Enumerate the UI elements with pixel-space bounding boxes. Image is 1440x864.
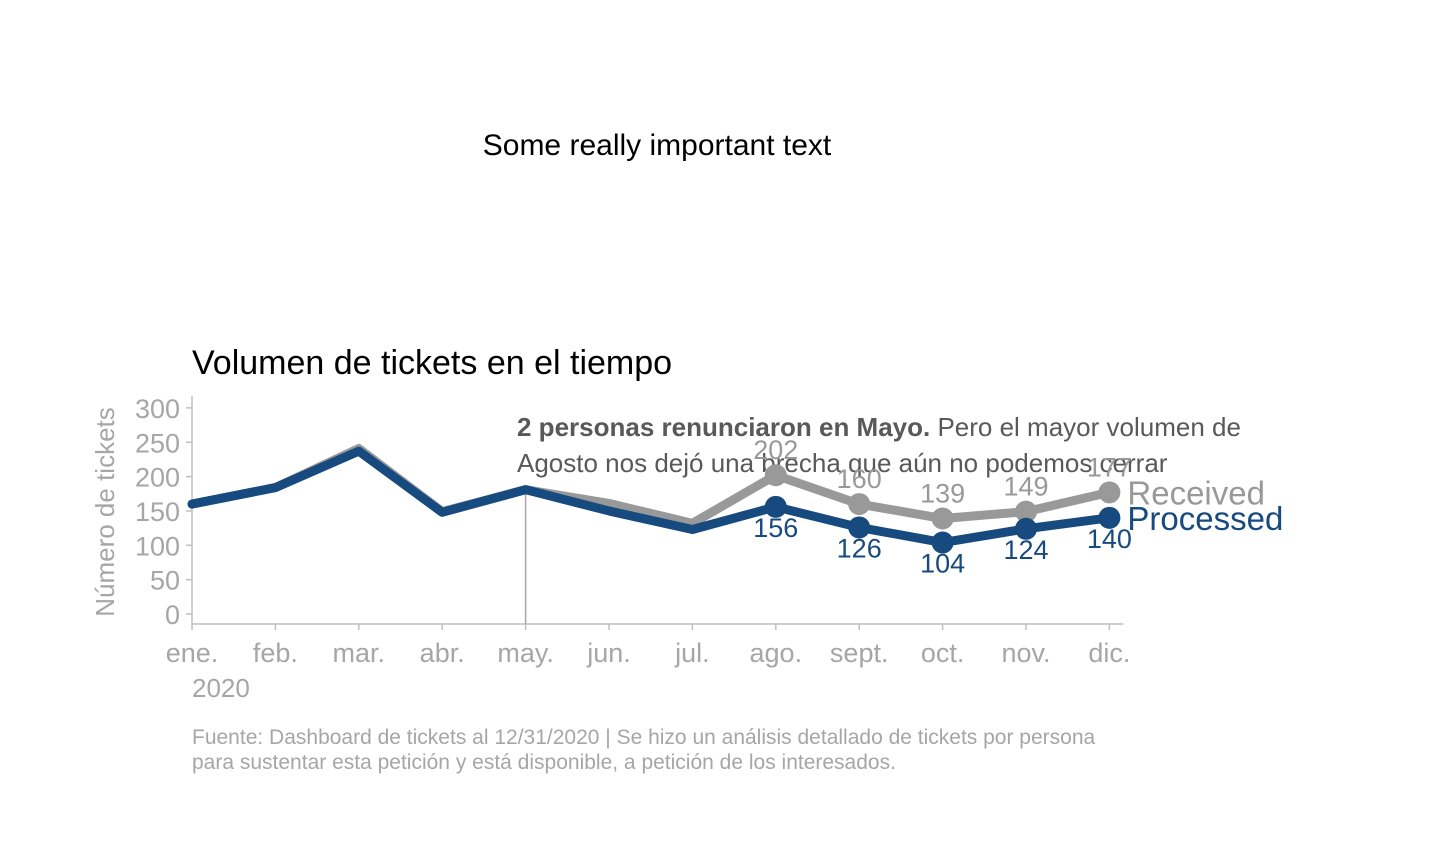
y-tick-label: 200 [135,463,180,493]
data-point-processed [848,516,871,539]
data-point-processed [764,495,787,518]
x-tick-label: jun. [586,638,631,668]
y-tick-label: 0 [165,600,180,630]
data-label-received: 177 [1087,452,1132,482]
annotation-text: 2 personas renunciaron en Mayo. Pero el … [517,412,1241,442]
y-axis-label: Número de tickets [90,407,120,617]
x-tick-label: nov. [1001,638,1050,668]
series-name-processed: Processed [1127,500,1283,537]
annotation-bold: 2 personas renunciaron en Mayo. [517,412,930,442]
data-label-processed: 126 [837,533,882,563]
y-tick-label: 50 [150,566,180,596]
x-tick-label: dic. [1088,638,1130,668]
data-label-processed: 124 [1003,535,1048,565]
y-tick-label: 250 [135,428,180,458]
data-label-received: 160 [837,464,882,494]
source-line-2: para sustentar esta petición y está disp… [192,751,896,774]
data-label-received: 149 [1003,472,1048,502]
data-point-received [931,507,954,530]
x-tick-label: ene. [166,638,219,668]
y-tick-label: 300 [135,394,180,424]
data-point-received [764,464,787,487]
x-tick-label: feb. [253,638,298,668]
series-name-received: Received [1127,474,1265,511]
data-label-received: 139 [920,479,965,509]
data-label-processed: 156 [753,513,798,543]
x-tick-label: may. [497,638,554,668]
data-label-processed: 140 [1087,524,1132,554]
x-tick-label: jul. [674,638,710,668]
x-axis: ene. feb. mar. abr. may. jun. jul. ago. sept. oct… [166,623,1130,668]
chart-title: Volumen de tickets en el tiempo [192,344,672,382]
data-point-processed [931,531,954,554]
data-point-received [1015,500,1037,523]
x-tick-label: oct. [921,638,965,668]
x-tick-label: mar. [333,638,386,668]
data-label-processed: 104 [920,549,965,579]
headline-text: Some really important text [483,129,832,162]
x-year-label: 2020 [192,673,250,703]
data-label-received: 202 [753,435,798,465]
y-tick-label: 100 [135,531,180,561]
source-line-1: Fuente: Dashboard de tickets al 12/31/20… [192,726,1096,749]
x-tick-label: abr. [420,638,465,668]
series-line-processed [187,446,1114,548]
data-point-received [1098,481,1121,504]
annotation-rest: Pero el mayor volumen de [930,412,1241,442]
y-tick-label: 150 [135,497,180,527]
x-tick-label: sept. [830,638,889,668]
data-point-processed [1098,506,1121,529]
y-axis: 0 50 100 150 200 250 300 [135,394,193,630]
data-point-received [848,493,871,516]
data-point-processed [1015,517,1037,540]
annotation-line2: Agosto nos dejó una brecha que aún no po… [517,448,1168,478]
x-tick-label: ago. [750,638,803,668]
